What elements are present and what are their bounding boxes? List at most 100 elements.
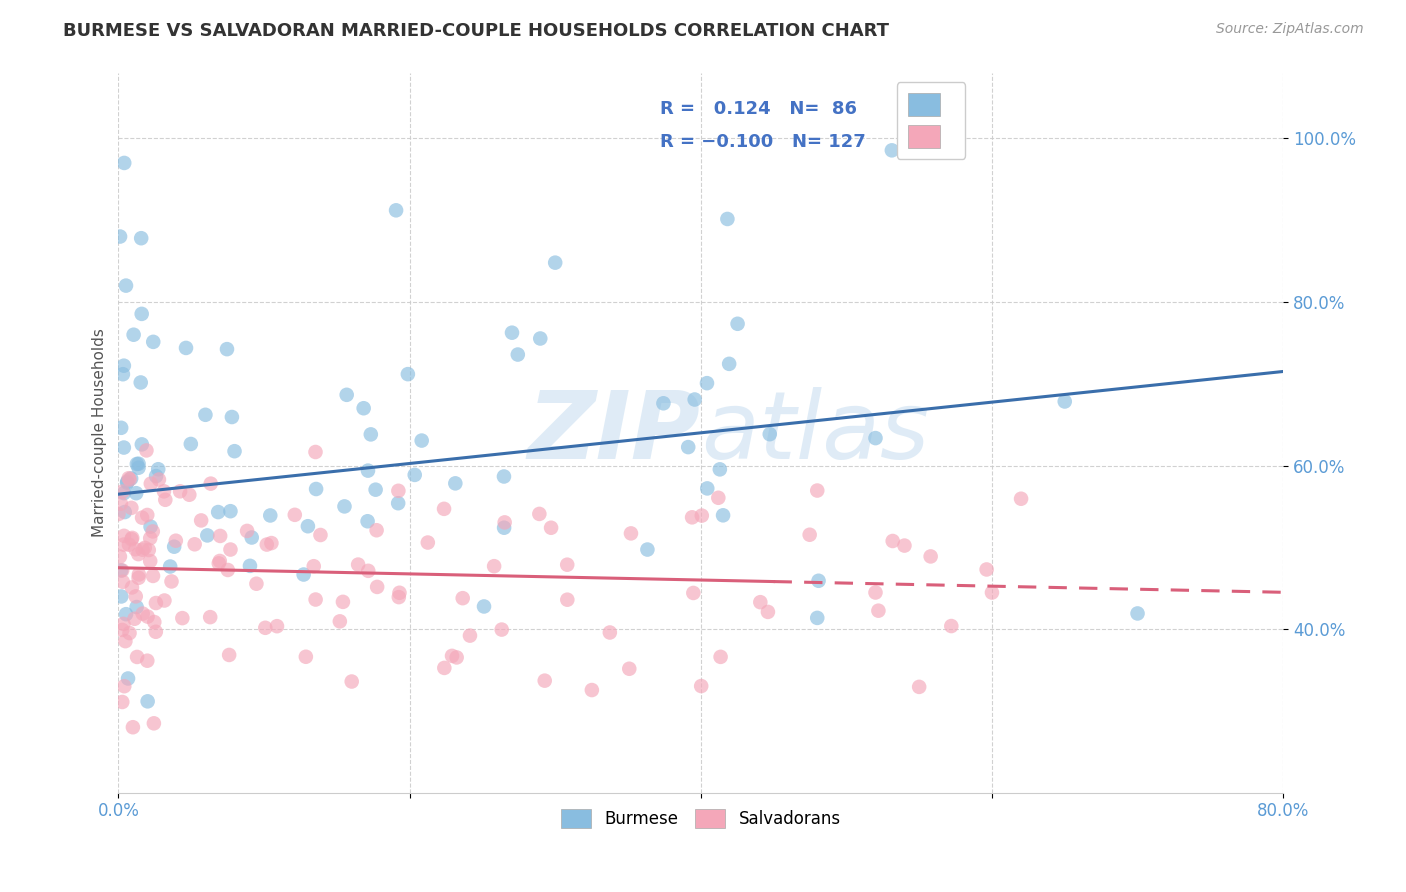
Point [411, 434, 433, 448]
Point [710, 649, 733, 664]
Point [112, 529, 135, 543]
Point [749, 595, 772, 609]
Point [433, 661, 456, 675]
Point [110, 563, 132, 577]
Point [482, 559, 505, 574]
Point [336, 388, 359, 402]
Point [880, 144, 903, 158]
Point [135, 443, 157, 458]
Point [131, 542, 153, 557]
Point [619, 662, 641, 676]
Point [893, 539, 915, 553]
Point [107, 507, 129, 521]
Point [112, 359, 135, 373]
Point [357, 564, 380, 578]
Point [718, 357, 741, 371]
Point [387, 496, 409, 510]
Point [458, 629, 481, 643]
Point [111, 563, 134, 577]
Point [347, 558, 370, 572]
Point [357, 464, 380, 478]
Point [143, 615, 166, 629]
Point [208, 554, 231, 568]
Point [111, 695, 134, 709]
Point [305, 482, 328, 496]
Point [122, 327, 145, 342]
Point [128, 457, 150, 471]
Point [180, 437, 202, 451]
Point [139, 519, 162, 533]
Point [492, 469, 515, 483]
Point [200, 476, 222, 491]
Point [636, 542, 658, 557]
Point [112, 156, 135, 170]
Point [868, 604, 890, 618]
Point [208, 557, 231, 571]
Point [652, 396, 675, 410]
Point [711, 508, 734, 523]
Point [136, 508, 159, 522]
Point [131, 607, 153, 621]
Point [153, 484, 176, 499]
Point [114, 634, 136, 648]
Point [302, 559, 325, 574]
Point [148, 473, 170, 487]
Point [360, 427, 382, 442]
Point [882, 534, 904, 549]
Point [118, 626, 141, 640]
Point [121, 533, 143, 547]
Point [194, 408, 217, 422]
Point [174, 341, 197, 355]
Point [340, 674, 363, 689]
Y-axis label: Married-couple Households: Married-couple Households [93, 328, 107, 537]
Point [124, 542, 146, 557]
Point [292, 567, 315, 582]
Point [112, 679, 135, 693]
Point [112, 616, 135, 631]
Point [134, 541, 156, 555]
Point [148, 462, 170, 476]
Point [865, 585, 887, 599]
Point [198, 610, 221, 624]
Point [111, 484, 134, 499]
Point [353, 401, 375, 416]
Text: R = −0.100   N= 127: R = −0.100 N= 127 [659, 134, 866, 152]
Point [115, 475, 138, 490]
Point [529, 507, 551, 521]
Point [120, 471, 142, 485]
Point [136, 654, 159, 668]
Point [122, 720, 145, 734]
Point [599, 625, 621, 640]
Point [219, 504, 242, 518]
Point [756, 605, 779, 619]
Point [207, 505, 229, 519]
Point [195, 528, 218, 542]
Point [145, 469, 167, 483]
Point [676, 440, 699, 454]
Text: ZIP: ZIP [527, 387, 700, 479]
Point [533, 673, 555, 688]
Point [254, 621, 277, 635]
Point [179, 488, 201, 502]
Point [121, 531, 143, 545]
Point [131, 307, 153, 321]
Point [494, 521, 516, 535]
Point [111, 574, 134, 589]
Point [121, 581, 143, 595]
Point [416, 535, 439, 549]
Point [472, 599, 495, 614]
Point [446, 650, 468, 665]
Point [366, 523, 388, 537]
Point [295, 649, 318, 664]
Point [139, 554, 162, 568]
Point [142, 524, 165, 539]
Point [696, 482, 718, 496]
Point [387, 483, 409, 498]
Text: Source: ZipAtlas.com: Source: ZipAtlas.com [1216, 22, 1364, 37]
Point [128, 571, 150, 585]
Point [131, 437, 153, 451]
Point [696, 376, 718, 391]
Point [127, 547, 149, 561]
Point [333, 500, 356, 514]
Point [145, 624, 167, 639]
